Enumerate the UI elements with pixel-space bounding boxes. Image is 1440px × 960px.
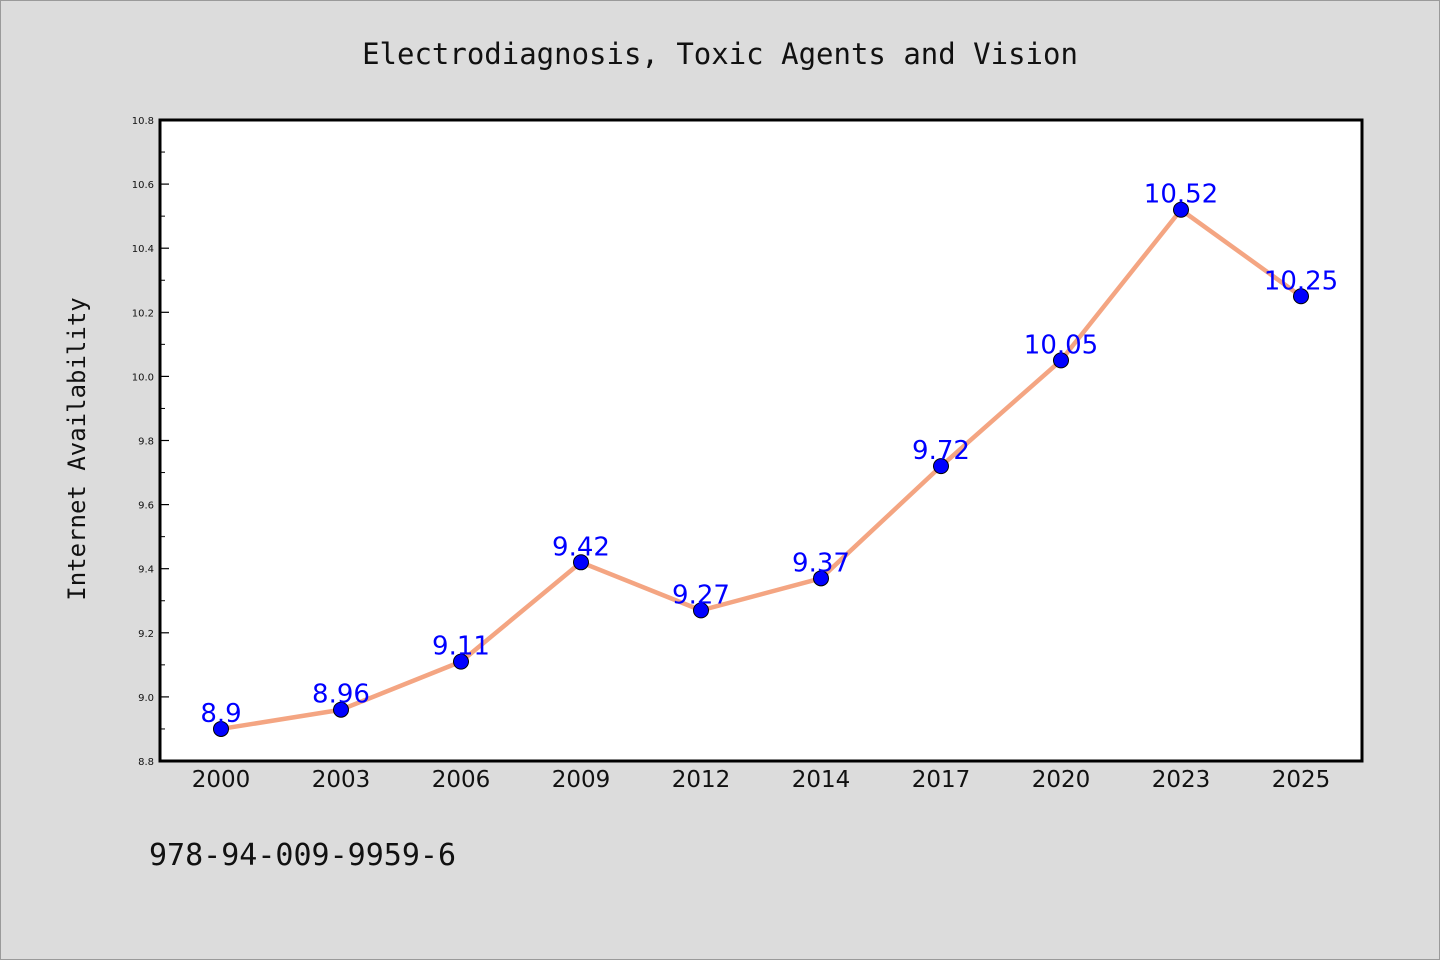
y-tick-label: 10.2 [132,308,154,319]
data-point-marker [693,602,709,619]
data-point-marker [933,458,949,475]
data-label: 10.52 [1144,180,1218,210]
chart-title: Electrodiagnosis, Toxic Agents and Visio… [362,37,1078,71]
plot-area [160,120,1362,761]
data-point-marker [1173,201,1189,218]
x-tick-label: 2003 [312,767,371,793]
x-tick-label: 2009 [552,767,611,793]
data-label: 8.96 [312,680,370,710]
y-tick-label: 9.0 [138,693,154,704]
y-tick-label: 10.4 [132,244,154,255]
y-tick-label: 9.2 [138,629,154,640]
footer-isbn: 978-94-009-9959-6 [149,838,456,873]
data-label: 10.05 [1024,330,1098,360]
marker-group [213,201,1309,737]
y-tick-label: 10.0 [132,372,154,383]
x-tick-label: 2006 [432,767,491,793]
data-label: 8.9 [200,699,241,729]
series-line [220,207,1303,732]
y-tick-label: 10.6 [132,180,154,191]
y-tick-label: 10.8 [132,116,154,127]
y-tick-label: 8.8 [138,757,154,768]
y-tick-label: 9.6 [138,501,154,512]
x-tick-label: 2012 [672,767,731,793]
data-label: 9.37 [792,548,850,578]
data-label: 10.25 [1264,266,1338,296]
data-point-marker [213,720,229,737]
x-tick-label: 2025 [1272,767,1331,793]
data-label: 9.72 [912,436,970,466]
data-point-marker [1053,352,1069,369]
x-tick-label: 2020 [1032,767,1091,793]
x-tick-label: 2023 [1152,767,1211,793]
data-label: 9.27 [672,580,730,610]
data-point-marker [333,701,349,718]
x-tick-label: 2017 [912,767,971,793]
data-point-marker [453,653,469,670]
series-line-group [220,207,1303,732]
y-axis-label: Internet Availability [63,297,91,600]
data-label-group: 8.9 8.96 9.11 9.42 9.27 9.37 9.72 10.05 10.52 10.… [200,180,1338,729]
data-point-marker [1293,288,1309,305]
x-tick-label: 2000 [192,767,251,793]
data-point-marker [813,570,829,587]
data-label: 9.42 [552,532,610,562]
data-point-marker [573,554,589,571]
plot-frame [158,118,1364,763]
x-axis: 2000 2003 2006 2009 2012 2014 2017 2020 2023 2025 [192,767,1331,793]
data-label: 9.11 [432,632,490,662]
y-tick-label: 9.4 [138,565,154,576]
x-tick-label: 2014 [792,767,851,793]
y-tick-label: 9.8 [138,437,154,448]
